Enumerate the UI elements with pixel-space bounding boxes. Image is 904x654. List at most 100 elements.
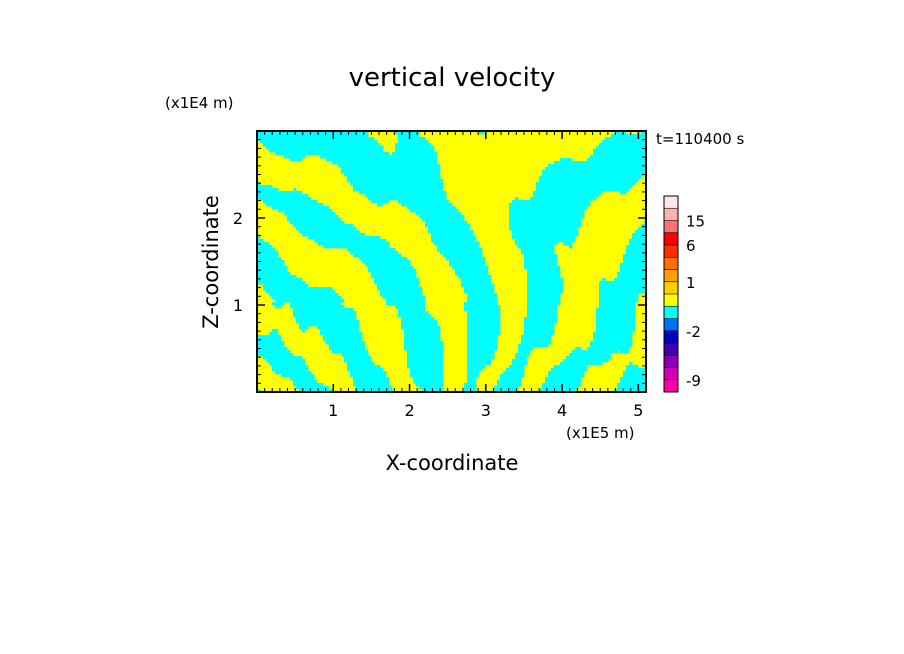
field-cell-negative	[323, 245, 390, 249]
field-cell-negative	[548, 164, 646, 168]
field-cell-negative	[524, 317, 558, 321]
field-cell-negative	[368, 269, 417, 273]
field-cell-negative	[503, 371, 525, 375]
field-cell-negative	[353, 188, 444, 192]
field-cell-negative	[431, 233, 474, 237]
field-cell-negative	[263, 287, 333, 291]
field-cell-negative	[620, 350, 630, 354]
field-cell-negative	[524, 260, 558, 264]
field-cell-negative	[377, 203, 384, 207]
field-cell-negative	[512, 230, 579, 234]
field-cell-negative	[257, 194, 309, 198]
field-cell-negative	[632, 233, 646, 237]
field-cell-negative	[386, 299, 426, 303]
field-cell-negative	[509, 212, 585, 216]
field-cell-negative	[623, 254, 646, 258]
field-cell-negative	[401, 323, 438, 327]
field-cell-negative	[356, 386, 393, 390]
field-cell-negative	[404, 329, 441, 333]
field-cell-negative	[317, 326, 360, 330]
field-cell-negative	[395, 149, 435, 153]
field-cell-negative	[599, 293, 639, 297]
field-cell-negative	[272, 368, 309, 372]
field-cell-negative	[425, 224, 471, 228]
field-cell-negative	[599, 290, 646, 294]
field-cell-negative	[515, 197, 519, 201]
field-cell-negative	[506, 368, 525, 372]
field-cell-negative	[623, 374, 646, 378]
field-cell-negative	[548, 374, 585, 378]
field-cell-negative	[410, 368, 444, 372]
field-cell-negative	[272, 329, 279, 333]
field-cell-negative	[509, 221, 582, 225]
field-cell-negative	[257, 251, 279, 255]
field-cell-negative	[479, 131, 486, 135]
field-cell-negative	[641, 224, 646, 228]
field-cell-negative	[299, 326, 309, 330]
field-cell-negative	[467, 329, 501, 333]
field-cell-negative	[278, 209, 333, 213]
field-cell-negative	[599, 299, 639, 303]
field-cell-negative	[257, 248, 276, 252]
field-cell-negative	[467, 323, 501, 327]
field-cell-negative	[377, 284, 420, 288]
field-cell-negative	[299, 389, 333, 392]
field-cell-negative	[617, 383, 646, 387]
field-cell-negative	[602, 278, 606, 282]
field-cell-negative	[290, 221, 345, 225]
field-cell-negative	[593, 335, 633, 339]
field-cell-negative	[290, 305, 345, 309]
field-cell-negative	[302, 233, 366, 237]
field-cell-negative	[602, 140, 646, 144]
field-cell-negative	[437, 245, 480, 249]
colorbar-band	[664, 257, 678, 270]
colorbar-band	[664, 294, 678, 307]
field-cell-negative	[347, 176, 441, 180]
field-cell-negative	[467, 380, 477, 384]
field-cell-negative	[329, 347, 366, 351]
field-cell-negative	[569, 245, 573, 249]
field-cell-negative	[293, 314, 357, 318]
field-cell-negative	[293, 380, 318, 384]
field-cell-negative	[467, 293, 498, 297]
field-cell-negative	[398, 314, 432, 318]
field-cell-negative	[371, 272, 417, 276]
field-cell-negative	[590, 155, 646, 159]
field-cell-negative	[590, 344, 633, 348]
field-cell-negative	[614, 389, 645, 392]
field-cell-negative	[263, 356, 303, 360]
y-tick-label: 1	[233, 296, 243, 315]
field-cell-negative	[518, 350, 531, 354]
y-unit-label: (x1E4 m)	[165, 94, 234, 112]
field-cell-negative	[314, 239, 387, 243]
field-cell-negative	[515, 353, 531, 357]
field-cell-negative	[464, 302, 498, 306]
field-cell-negative	[524, 254, 558, 258]
field-cell-negative	[467, 320, 501, 324]
field-cell-negative	[467, 317, 501, 321]
field-cell-negative	[524, 326, 555, 330]
field-cell-negative	[347, 365, 381, 369]
x-tick-label: 5	[633, 401, 643, 420]
field-cell-negative	[392, 152, 438, 156]
field-cell-negative	[374, 281, 420, 285]
field-cell-negative	[560, 158, 573, 162]
field-cell-negative	[626, 251, 646, 255]
field-cell-negative	[527, 278, 564, 282]
field-cell-negative	[272, 365, 309, 369]
y-axis-label: Z-coordinate	[199, 195, 223, 329]
field-cell-negative	[293, 188, 297, 192]
field-cell-negative	[512, 233, 579, 237]
field-cell-negative	[275, 299, 345, 303]
field-cell-negative	[524, 266, 561, 270]
field-cell-negative	[284, 155, 306, 159]
field-cell-negative	[380, 290, 423, 294]
field-cell-negative	[257, 338, 282, 342]
field-cell-negative	[623, 260, 646, 264]
colorbar-frame	[663, 195, 679, 393]
field-cell-negative	[467, 332, 501, 336]
field-cell-negative	[350, 182, 444, 186]
field-cell-negative	[413, 380, 444, 384]
field-cell-negative	[623, 257, 646, 261]
colorbar-tick-label: 15	[686, 213, 705, 231]
